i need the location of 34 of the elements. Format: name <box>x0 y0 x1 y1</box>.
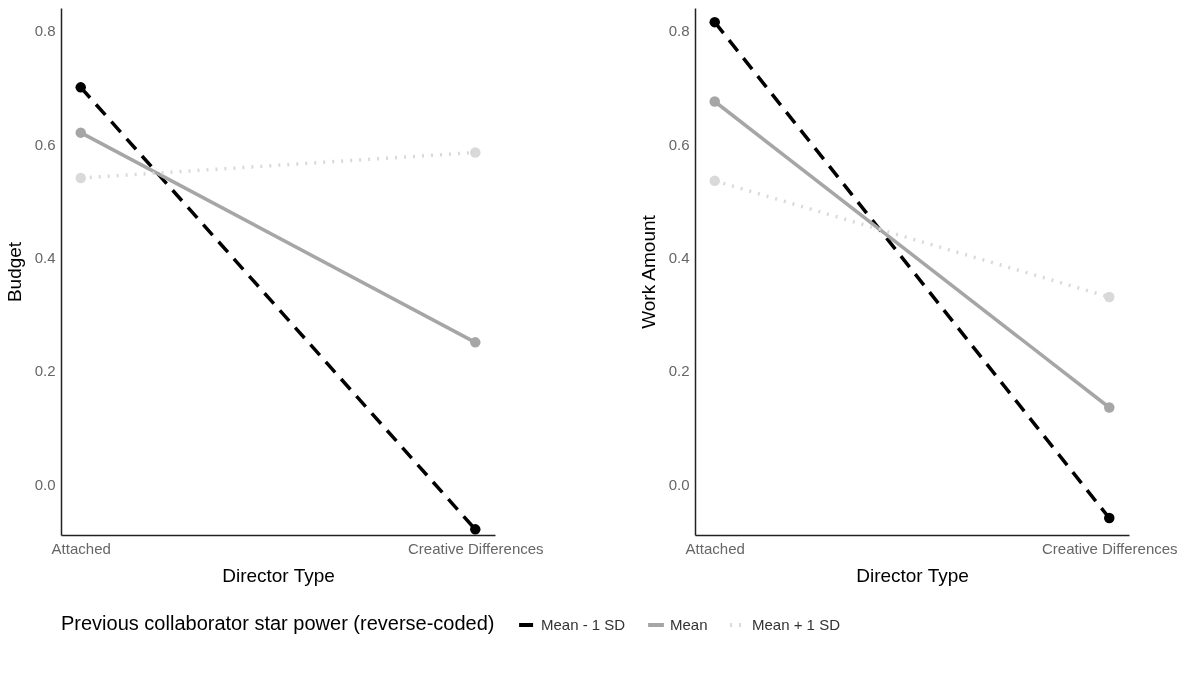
point <box>709 175 720 187</box>
legend-label: Mean + 1 SD <box>752 616 841 633</box>
point <box>709 96 720 107</box>
y-tick-label: 0.8 <box>34 22 56 40</box>
point <box>1104 512 1115 524</box>
y-tick-label: 0.0 <box>34 475 56 493</box>
y-tick-label: 0.0 <box>668 475 690 493</box>
point <box>470 147 481 158</box>
y-tick-label: 0.8 <box>668 22 690 40</box>
y-axis-title: Work Amount <box>637 214 659 329</box>
x-axis-title: Director Type <box>856 564 969 586</box>
point <box>1104 402 1115 413</box>
y-tick-label: 0.2 <box>34 362 56 380</box>
legend-label: Mean - 1 SD <box>541 616 626 633</box>
point <box>470 337 481 348</box>
legend-title: Previous collaborator star power (reverse-coded) <box>61 612 495 634</box>
point <box>75 82 86 93</box>
legend-label: Mean <box>670 616 708 633</box>
x-tick-label: Attached <box>685 539 745 557</box>
y-tick-label: 0.2 <box>668 362 690 380</box>
x-axis-title: Director Type <box>222 564 335 586</box>
point <box>1104 291 1115 303</box>
point <box>709 16 720 28</box>
x-tick-label: Creative Differences <box>1041 539 1178 557</box>
x-tick-label: Attached <box>51 539 111 557</box>
y-tick-label: 0.4 <box>34 248 56 266</box>
point <box>75 172 86 184</box>
point <box>470 524 481 535</box>
y-tick-label: 0.6 <box>34 135 56 153</box>
y-tick-label: 0.6 <box>668 135 690 153</box>
x-tick-label: Creative Differences <box>407 539 544 557</box>
point <box>75 127 86 138</box>
y-tick-label: 0.4 <box>668 248 690 266</box>
y-axis-title: Budget <box>3 241 25 303</box>
